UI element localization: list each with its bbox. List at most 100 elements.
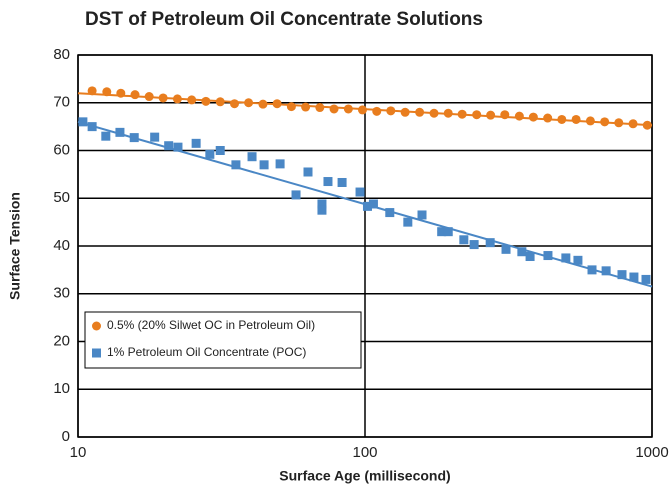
legend-box <box>84 311 362 369</box>
point <box>400 107 410 117</box>
point <box>443 227 453 237</box>
point <box>259 160 269 170</box>
point <box>443 108 453 118</box>
point <box>587 265 597 275</box>
point <box>459 235 469 245</box>
y-axis-label: Surface Tension <box>7 192 23 300</box>
point <box>437 227 447 237</box>
point <box>144 92 154 102</box>
y-tick-label: 70 <box>53 94 70 111</box>
point <box>130 90 140 100</box>
point <box>205 149 215 159</box>
point <box>629 272 639 282</box>
point <box>641 274 651 284</box>
point <box>368 199 378 209</box>
point <box>101 131 111 141</box>
point <box>317 205 327 215</box>
x-tick-label: 100 <box>352 444 377 461</box>
y-tick-label: 50 <box>53 189 70 206</box>
point <box>357 105 367 115</box>
point <box>528 112 538 122</box>
point <box>215 97 225 107</box>
point <box>291 190 301 200</box>
y-tick-label: 80 <box>53 46 70 63</box>
point <box>87 122 97 132</box>
point <box>500 110 510 120</box>
point <box>472 110 482 120</box>
point <box>201 96 211 106</box>
legend-marker <box>92 348 101 358</box>
point <box>543 113 553 123</box>
chart-title: DST of Petroleum Oil Concentrate Solutio… <box>85 9 483 30</box>
y-tick-label: 30 <box>53 285 70 302</box>
point <box>317 199 327 209</box>
point <box>429 108 439 118</box>
point <box>486 110 496 120</box>
point <box>244 98 254 108</box>
legend-marker <box>92 321 101 331</box>
x-tick-label: 10 <box>70 444 87 461</box>
point <box>403 217 413 227</box>
point <box>164 141 174 151</box>
point <box>417 210 427 220</box>
point <box>501 244 511 254</box>
point <box>525 252 535 262</box>
point <box>275 159 285 169</box>
point <box>301 102 311 112</box>
y-tick-label: 0 <box>62 428 70 445</box>
point <box>600 117 610 127</box>
point <box>585 116 595 126</box>
point <box>258 99 268 109</box>
point <box>385 208 395 218</box>
point <box>231 160 241 170</box>
y-tick-label: 20 <box>53 332 70 349</box>
point <box>247 152 257 162</box>
point <box>628 119 638 129</box>
point <box>457 109 467 119</box>
point <box>173 142 183 152</box>
point <box>517 247 527 257</box>
y-tick-label: 60 <box>53 141 70 158</box>
x-tick-label: 1000 <box>635 444 668 461</box>
point <box>116 88 126 98</box>
y-tick-label: 40 <box>53 237 70 254</box>
point <box>172 94 182 104</box>
point <box>215 146 225 155</box>
y-tick-label: 10 <box>53 380 70 397</box>
point <box>150 132 160 142</box>
point <box>87 86 97 96</box>
point <box>543 251 553 261</box>
point <box>485 238 495 248</box>
point <box>601 266 611 276</box>
point <box>642 120 652 130</box>
point <box>573 255 583 265</box>
point <box>78 117 88 127</box>
x-axis-label: Surface Age (millisecond) <box>279 468 450 484</box>
point <box>362 201 372 211</box>
point <box>129 133 139 143</box>
point <box>343 104 353 114</box>
point <box>415 107 425 117</box>
point <box>617 270 627 280</box>
point <box>323 177 333 187</box>
point <box>514 111 524 121</box>
point <box>372 106 382 116</box>
point <box>272 99 282 109</box>
point <box>355 187 365 197</box>
legend-text: 0.5% (20% Silwet OC in Petroleum Oil) <box>107 318 315 332</box>
point <box>230 99 240 109</box>
point <box>386 106 396 116</box>
plot-border <box>77 54 653 438</box>
point <box>315 103 325 113</box>
point <box>469 240 479 250</box>
point <box>286 102 296 112</box>
point <box>571 114 581 124</box>
point <box>329 104 339 114</box>
point <box>115 127 125 137</box>
point <box>187 95 197 105</box>
point <box>557 114 567 124</box>
legend-text: 1% Petroleum Oil Concentrate (POC) <box>107 345 306 359</box>
point <box>303 167 313 177</box>
point <box>337 177 347 187</box>
